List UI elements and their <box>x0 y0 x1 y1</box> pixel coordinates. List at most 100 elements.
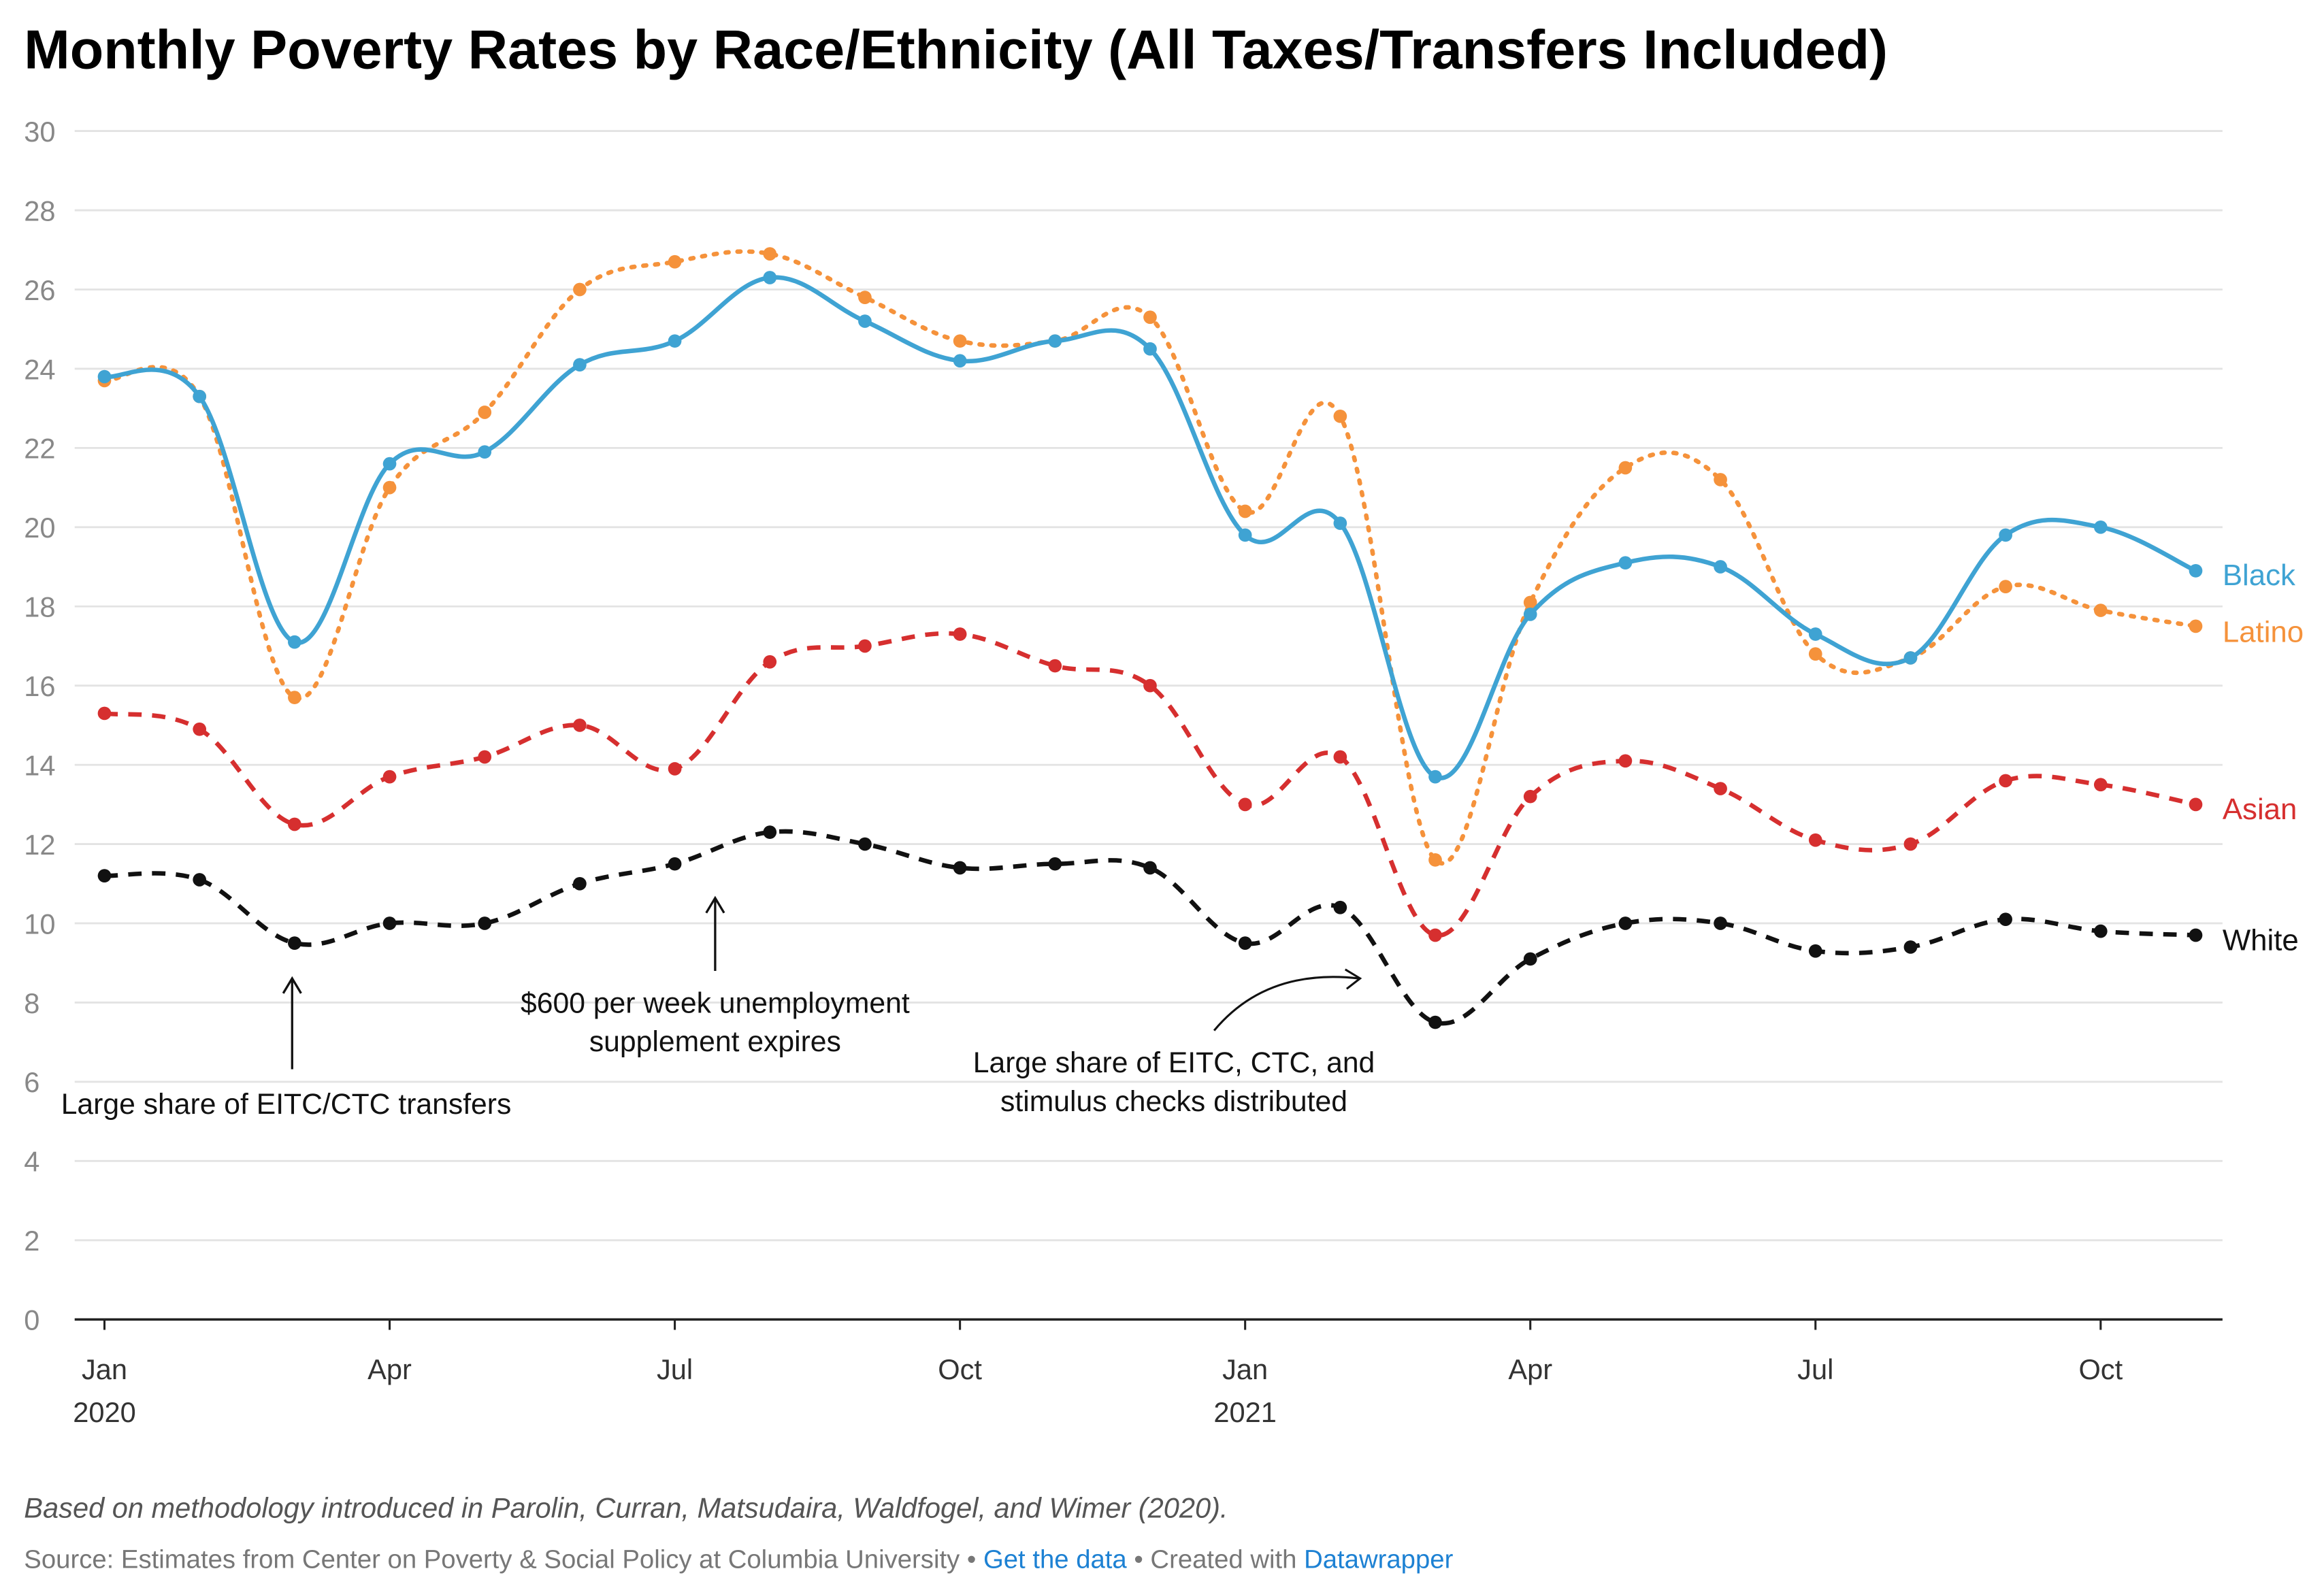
point-asian-2020-01[interactable] <box>97 706 112 721</box>
point-latino-2021-03[interactable] <box>1428 853 1442 867</box>
datawrapper-link[interactable]: Datawrapper <box>1304 1545 1454 1574</box>
point-latino-2020-12[interactable] <box>1143 310 1157 325</box>
point-black-2021-10[interactable] <box>2093 520 2108 534</box>
point-white-2021-06[interactable] <box>1714 916 1727 930</box>
point-white-2020-01[interactable] <box>97 869 112 882</box>
point-latino-2021-04[interactable] <box>1523 595 1537 610</box>
point-asian-2020-10[interactable] <box>953 627 967 641</box>
point-asian-2021-08[interactable] <box>1903 837 1918 851</box>
point-white-2021-10[interactable] <box>2093 924 2108 938</box>
point-asian-2020-03[interactable] <box>288 817 301 831</box>
point-white-2021-04[interactable] <box>1523 952 1537 966</box>
point-asian-2020-04[interactable] <box>382 770 397 784</box>
series-label-black: Black <box>2223 559 2295 592</box>
point-black-2020-03[interactable] <box>288 635 301 649</box>
point-black-2021-04[interactable] <box>1523 608 1537 621</box>
point-black-2021-11[interactable] <box>2189 564 2203 578</box>
point-asian-2020-09[interactable] <box>858 639 872 653</box>
point-asian-2020-07[interactable] <box>668 762 682 776</box>
point-asian-2020-11[interactable] <box>1048 659 1062 673</box>
point-white-2021-03[interactable] <box>1428 1015 1442 1029</box>
point-black-2021-09[interactable] <box>1999 528 2012 542</box>
point-asian-2021-07[interactable] <box>1808 833 1822 847</box>
point-white-2021-11[interactable] <box>2189 928 2203 942</box>
point-white-2021-01[interactable] <box>1238 936 1252 950</box>
point-latino-2020-09[interactable] <box>858 291 872 304</box>
point-white-2021-09[interactable] <box>1999 912 2012 927</box>
y-tick-label: 10 <box>24 908 55 940</box>
point-white-2021-08[interactable] <box>1903 940 1918 954</box>
point-latino-2021-10[interactable] <box>2093 604 2108 617</box>
point-white-2020-08[interactable] <box>763 825 777 839</box>
point-white-2021-07[interactable] <box>1808 944 1822 958</box>
point-white-2020-11[interactable] <box>1048 857 1062 871</box>
point-latino-2021-01[interactable] <box>1238 504 1252 518</box>
point-black-2020-04[interactable] <box>382 457 397 471</box>
point-asian-2021-05[interactable] <box>1618 754 1633 768</box>
point-black-2020-08[interactable] <box>763 271 777 284</box>
point-black-2020-10[interactable] <box>953 354 967 368</box>
point-asian-2021-06[interactable] <box>1714 782 1727 795</box>
point-latino-2020-04[interactable] <box>382 480 397 495</box>
y-tick-label: 26 <box>24 274 55 306</box>
x-tick-label: Apr <box>367 1353 412 1385</box>
point-black-2020-02[interactable] <box>193 389 207 403</box>
point-black-2020-05[interactable] <box>478 445 492 459</box>
point-white-2020-04[interactable] <box>382 916 397 930</box>
point-latino-2021-11[interactable] <box>2189 619 2203 633</box>
point-black-2021-07[interactable] <box>1808 627 1822 641</box>
point-asian-2021-10[interactable] <box>2093 778 2108 792</box>
point-latino-2020-06[interactable] <box>573 282 587 297</box>
point-latino-2020-07[interactable] <box>668 254 682 269</box>
point-white-2021-02[interactable] <box>1333 900 1347 914</box>
point-latino-2021-05[interactable] <box>1618 461 1633 475</box>
point-black-2020-07[interactable] <box>668 334 682 348</box>
series-label-asian: Asian <box>2223 793 2297 826</box>
point-latino-2020-05[interactable] <box>478 406 492 419</box>
point-asian-2021-11[interactable] <box>2189 797 2203 812</box>
point-black-2021-06[interactable] <box>1714 560 1727 574</box>
point-white-2020-10[interactable] <box>953 861 967 875</box>
gridlines <box>74 130 2223 1242</box>
point-asian-2021-04[interactable] <box>1523 789 1537 804</box>
point-asian-2021-09[interactable] <box>1999 774 2012 788</box>
point-white-2020-09[interactable] <box>858 837 872 851</box>
point-white-2020-06[interactable] <box>573 876 587 891</box>
point-latino-2020-10[interactable] <box>953 334 967 348</box>
point-black-2021-03[interactable] <box>1428 770 1442 784</box>
point-asian-2020-08[interactable] <box>763 655 777 669</box>
point-black-2020-12[interactable] <box>1143 342 1157 356</box>
point-asian-2021-01[interactable] <box>1238 797 1252 812</box>
point-black-2021-01[interactable] <box>1238 528 1252 542</box>
point-white-2020-07[interactable] <box>668 857 682 871</box>
point-asian-2020-12[interactable] <box>1143 678 1157 693</box>
point-black-2021-08[interactable] <box>1903 651 1918 665</box>
point-latino-2021-06[interactable] <box>1714 473 1727 486</box>
point-latino-2021-02[interactable] <box>1333 409 1347 423</box>
point-black-2020-11[interactable] <box>1048 334 1062 348</box>
point-asian-2021-03[interactable] <box>1428 928 1442 942</box>
get-the-data-link[interactable]: Get the data <box>983 1545 1127 1574</box>
point-asian-2020-02[interactable] <box>193 722 207 736</box>
point-asian-2020-05[interactable] <box>478 750 492 764</box>
point-asian-2021-02[interactable] <box>1333 750 1347 764</box>
arrow-head-icon <box>1344 968 1362 990</box>
point-white-2020-02[interactable] <box>193 873 207 887</box>
point-latino-2020-03[interactable] <box>288 691 301 705</box>
point-black-2020-06[interactable] <box>573 358 587 371</box>
point-white-2020-05[interactable] <box>478 916 492 930</box>
x-tick-label: Jan <box>1222 1353 1268 1385</box>
point-black-2020-09[interactable] <box>858 314 872 328</box>
point-black-2020-01[interactable] <box>97 369 112 384</box>
point-latino-2021-09[interactable] <box>1999 580 2012 593</box>
point-white-2021-05[interactable] <box>1618 916 1633 930</box>
point-white-2020-12[interactable] <box>1143 861 1157 875</box>
point-black-2021-02[interactable] <box>1333 516 1347 530</box>
x-tick-label: Oct <box>938 1353 982 1385</box>
point-black-2021-05[interactable] <box>1618 556 1633 570</box>
point-latino-2020-08[interactable] <box>763 247 777 261</box>
point-asian-2020-06[interactable] <box>573 718 587 732</box>
point-latino-2021-07[interactable] <box>1808 647 1822 661</box>
point-white-2020-03[interactable] <box>288 936 301 950</box>
